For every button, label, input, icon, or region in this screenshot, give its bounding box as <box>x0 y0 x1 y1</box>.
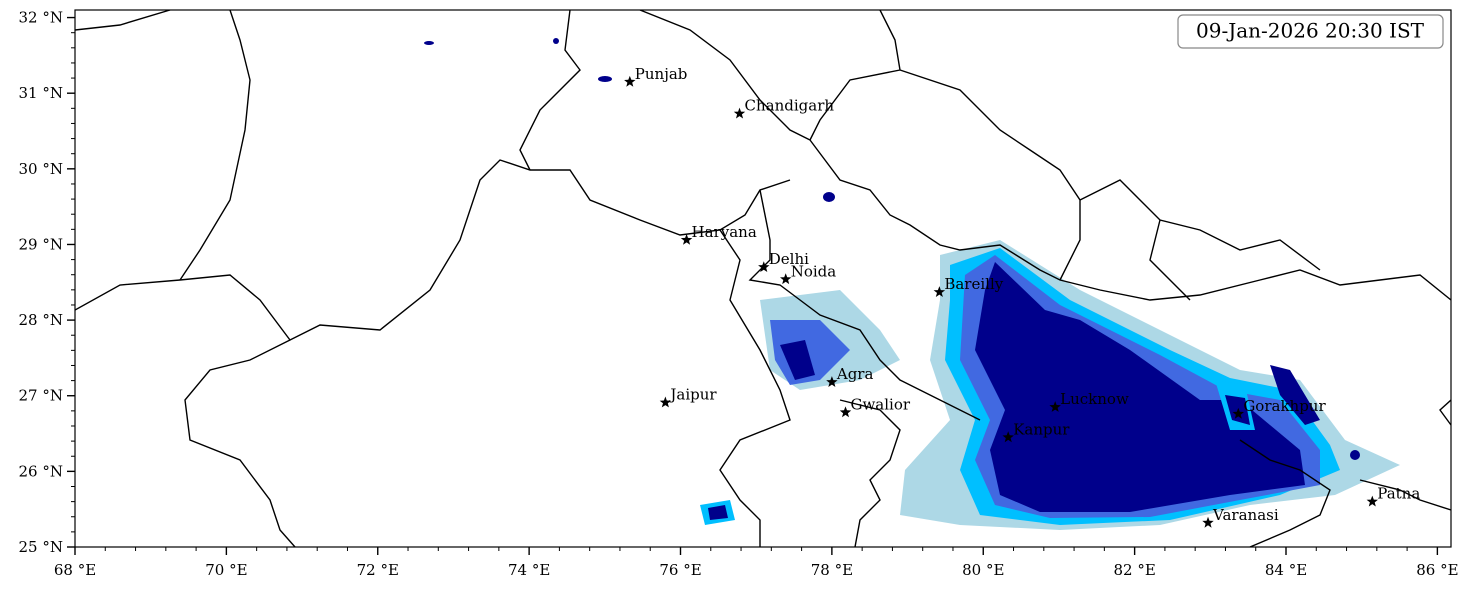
city-label: Noida <box>791 262 837 280</box>
city-marker <box>1202 516 1214 528</box>
city-label: Bareilly <box>944 275 1003 293</box>
city-marker <box>826 376 838 387</box>
city-label: Gwalior <box>850 395 910 413</box>
x-tick-label: 86 °E <box>1416 561 1458 579</box>
y-tick-label: 28 °N <box>19 311 63 329</box>
x-tick-label: 84 °E <box>1265 561 1307 579</box>
city-marker <box>1049 401 1061 412</box>
x-tick-label: 70 °E <box>205 561 247 579</box>
minor-ticks <box>71 32 1408 551</box>
city-label: Punjab <box>635 65 688 83</box>
city-marker <box>624 75 636 87</box>
city-marker <box>758 261 770 272</box>
x-tick-label: 82 °E <box>1113 561 1155 579</box>
y-tick-label: 32 °N <box>19 9 63 27</box>
city-label: Delhi <box>769 250 809 268</box>
x-tick-label: 74 °E <box>508 561 550 579</box>
x-tick-label: 78 °E <box>811 561 853 579</box>
fog-layer <box>424 38 1400 530</box>
x-tick-label: 76 °E <box>659 561 701 579</box>
city-marker <box>1232 407 1244 419</box>
y-tick-label: 29 °N <box>19 235 63 253</box>
y-tick-label: 30 °N <box>19 160 63 178</box>
city-marker <box>780 273 792 285</box>
city-marker <box>733 107 746 119</box>
x-tick-label: 72 °E <box>357 561 399 579</box>
city-marker <box>839 406 852 418</box>
y-tick-label: 25 °N <box>19 538 63 556</box>
city-label: Gorakhpur <box>1243 397 1326 415</box>
y-tick-label: 31 °N <box>19 84 63 102</box>
city-label: Patna <box>1377 485 1420 503</box>
city-label: Jaipur <box>668 386 717 404</box>
borders <box>75 10 1451 547</box>
title-box <box>1177 14 1444 49</box>
y-tick-label: 27 °N <box>19 387 63 405</box>
plot-frame <box>74 9 1452 548</box>
city-marker <box>1366 495 1378 507</box>
city-label: Agra <box>836 365 874 383</box>
y-tick-label: 26 °N <box>19 462 63 480</box>
city-label: Varanasi <box>1212 506 1279 524</box>
city-label: Kanpur <box>1013 420 1070 438</box>
city-marker <box>659 396 672 408</box>
city-marker <box>680 233 693 245</box>
city-marker <box>933 286 946 297</box>
x-tick-label: 68 °E <box>54 561 96 579</box>
city-label: Chandigarh <box>745 97 835 115</box>
title: 09-Jan-2026 20:30 IST <box>1196 19 1425 43</box>
city-label: Lucknow <box>1060 390 1129 408</box>
city-label: Haryana <box>692 223 757 241</box>
x-tick-label: 80 °E <box>962 561 1004 579</box>
city-marker <box>1002 431 1014 443</box>
